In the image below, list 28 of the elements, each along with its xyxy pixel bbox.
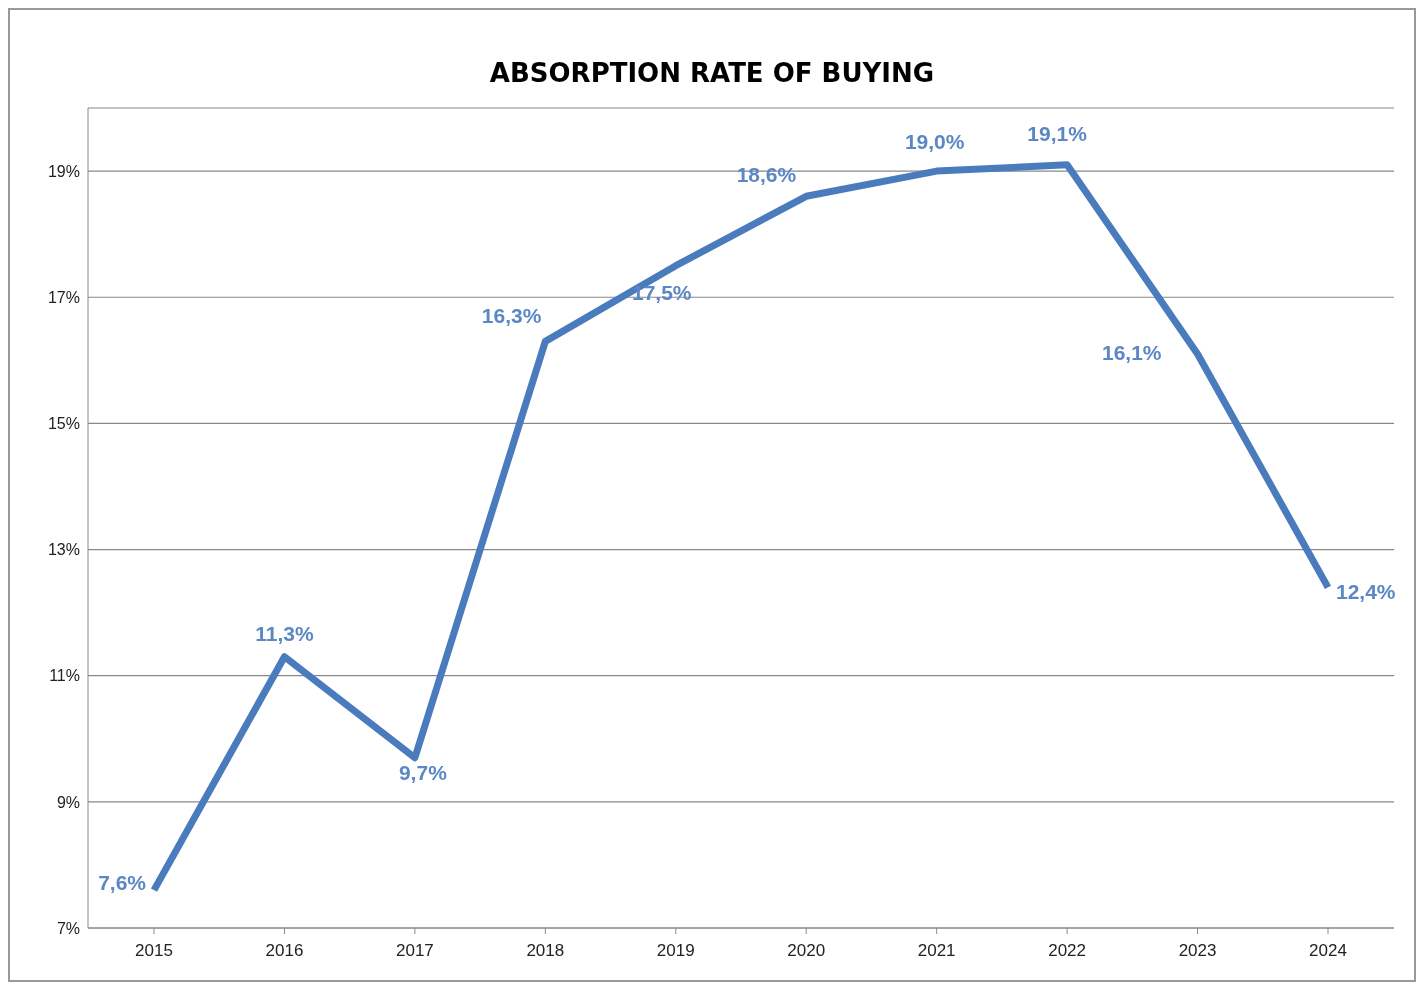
data-label: 16,1% — [1102, 341, 1162, 364]
data-label: 12,4% — [1336, 580, 1396, 604]
x-tick-label: 2017 — [395, 941, 434, 961]
y-tick-label: 7% — [56, 919, 80, 937]
x-tick-label: 2015 — [135, 941, 173, 961]
x-tick-label: 2019 — [656, 941, 695, 961]
x-tick-label: 2024 — [1309, 941, 1347, 961]
x-tick-label: 2021 — [917, 941, 956, 961]
x-tick-label: 2023 — [1178, 941, 1217, 961]
data-label: 19,0% — [904, 130, 965, 154]
data-label: 7,6% — [98, 871, 147, 895]
y-tick-label: 13% — [47, 541, 80, 559]
x-tick-label: 2016 — [265, 941, 304, 961]
y-tick-label: 17% — [47, 288, 80, 306]
x-tick-label: 2022 — [1048, 941, 1087, 961]
chart-title: ABSORPTION RATE OF BUYING — [488, 57, 936, 90]
x-tick-label: 2020 — [787, 941, 826, 961]
x-tick-label: 2018 — [526, 941, 565, 961]
data-label: 11,3% — [255, 621, 314, 645]
data-label: 17,5% — [632, 280, 692, 304]
y-tick-label: 15% — [47, 415, 80, 433]
y-tick-label: 19% — [47, 162, 80, 180]
data-label: 19,1% — [1027, 121, 1088, 145]
y-tick-label: 11% — [49, 667, 80, 685]
y-tick-label: 9% — [56, 793, 80, 811]
data-label: 16,3% — [481, 304, 542, 328]
data-label: 9,7% — [398, 760, 448, 784]
data-label: 18,6% — [736, 163, 797, 187]
